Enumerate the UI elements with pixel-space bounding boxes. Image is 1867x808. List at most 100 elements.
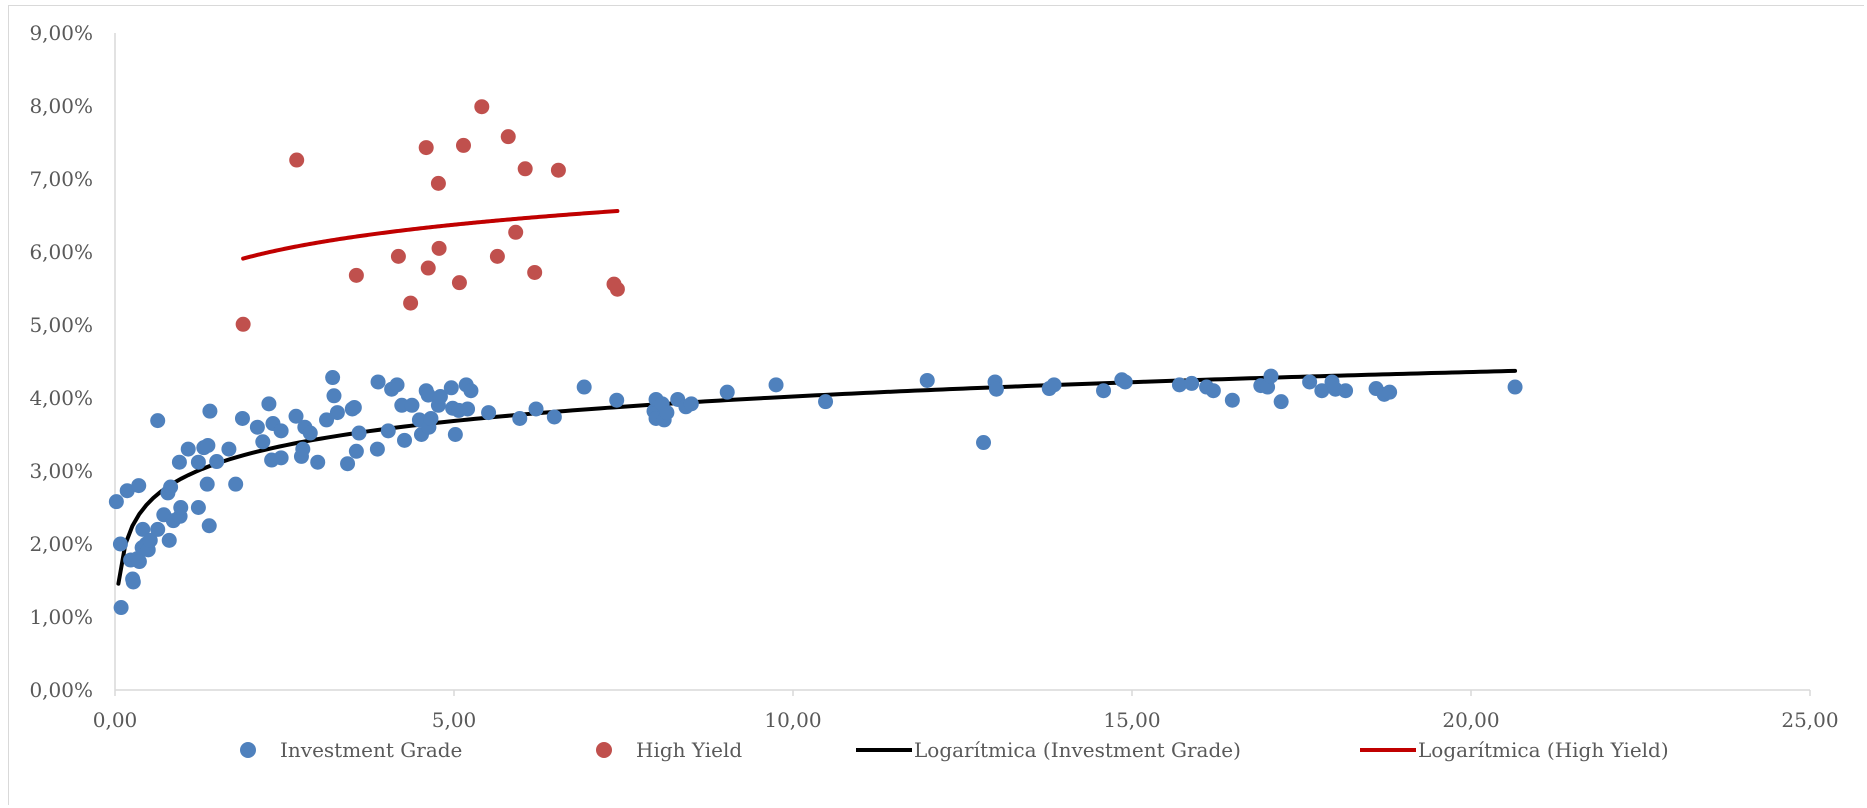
investment-grade-point xyxy=(131,554,147,570)
high-yield-point xyxy=(403,295,419,311)
investment-grade-point xyxy=(659,405,675,421)
high-yield-point xyxy=(451,275,467,291)
investment-grade-point xyxy=(976,435,992,451)
y-tick-label: 8,00% xyxy=(29,94,93,118)
high-yield-point xyxy=(517,161,533,177)
investment-grade-point xyxy=(119,483,135,499)
legend-marker xyxy=(240,742,256,758)
investment-grade-point xyxy=(199,476,215,492)
investment-grade-point xyxy=(380,423,396,439)
y-tick-label: 2,00% xyxy=(29,532,93,556)
investment-grade-point xyxy=(255,434,271,450)
investment-grade-point xyxy=(180,441,196,457)
investment-grade-point xyxy=(432,389,448,405)
high-yield-point xyxy=(348,267,364,283)
investment-grade-point xyxy=(173,500,189,515)
investment-grade-point xyxy=(150,521,166,537)
investment-grade-point xyxy=(135,521,151,537)
high-yield-point xyxy=(418,140,434,156)
investment-grade-point xyxy=(325,370,341,386)
investment-grade-point xyxy=(988,381,1004,397)
investment-grade-point xyxy=(919,372,935,388)
investment-grade-point xyxy=(108,494,124,510)
investment-grade-point xyxy=(447,427,463,442)
investment-grade-point xyxy=(369,441,385,457)
investment-grade-point xyxy=(1117,374,1133,390)
y-tick-label: 9,00% xyxy=(29,21,93,45)
investment-grade-point xyxy=(370,374,386,390)
high-yield-point xyxy=(390,248,406,264)
y-tick-label: 3,00% xyxy=(29,459,93,483)
x-tick-label: 15,00 xyxy=(1103,708,1160,732)
investment-grade-point xyxy=(202,403,218,419)
high-yield-point xyxy=(235,316,251,332)
investment-grade-point xyxy=(528,401,544,417)
investment-grade-point xyxy=(295,441,311,457)
investment-grade-point xyxy=(576,379,592,395)
high-yield-point xyxy=(609,281,625,297)
investment-grade-point xyxy=(1302,374,1318,390)
legend-label: High Yield xyxy=(636,738,742,762)
investment-grade-point xyxy=(190,500,206,515)
investment-grade-point xyxy=(1382,384,1398,400)
investment-grade-point xyxy=(340,456,356,472)
y-tick-label: 6,00% xyxy=(29,240,93,264)
investment-grade-point xyxy=(348,443,364,459)
investment-grade-point xyxy=(1205,383,1221,399)
axes: 0,00% 1,00% 2,00% 3,00% 4,00% 5,00% 6,00% 7,00%… xyxy=(29,21,1838,732)
investment-grade-point xyxy=(609,392,625,408)
trendline-series-1 xyxy=(116,368,1518,586)
investment-grade-point xyxy=(326,388,342,404)
investment-grade-point xyxy=(683,396,699,412)
y-tick-label: 1,00% xyxy=(29,605,93,629)
high-yield-point xyxy=(527,264,543,280)
high-yield-point xyxy=(289,152,305,168)
y-tick-label: 7,00% xyxy=(29,167,93,191)
investment-grade-point xyxy=(201,518,217,534)
investment-grade-point xyxy=(1263,368,1279,384)
investment-grade-point xyxy=(228,476,244,492)
investment-grade-point xyxy=(310,454,326,470)
investment-grade-point xyxy=(273,423,289,439)
x-tick-label: 5,00 xyxy=(432,708,477,732)
investment-grade-point xyxy=(481,405,497,421)
investment-grade-point xyxy=(125,571,141,587)
investment-grade-point xyxy=(420,387,436,403)
high-yield-point xyxy=(431,240,447,256)
investment-grade-point xyxy=(113,600,129,616)
investment-grade-point xyxy=(190,454,206,470)
investment-grade-point xyxy=(1273,394,1289,410)
investment-grade-point xyxy=(443,380,459,396)
y-tick-label: 0,00% xyxy=(29,678,93,702)
investment-grade-point xyxy=(546,409,562,425)
investment-grade-point xyxy=(150,413,166,429)
trendlines xyxy=(116,209,1518,586)
high-yield-point xyxy=(455,137,471,153)
high-yield-point xyxy=(430,175,446,191)
investment-grade-point xyxy=(1096,383,1112,399)
investment-grade-point xyxy=(234,410,250,426)
investment-grade-point xyxy=(163,479,179,495)
investment-grade-point xyxy=(389,377,405,393)
markers xyxy=(108,99,1523,616)
investment-grade-point xyxy=(397,432,413,448)
legend-label: Logarítmica (High Yield) xyxy=(1418,738,1669,762)
investment-grade-point xyxy=(209,454,225,470)
investment-grade-point xyxy=(460,401,476,417)
investment-grade-point xyxy=(719,384,735,400)
investment-grade-point xyxy=(1507,379,1523,395)
investment-grade-point xyxy=(261,396,277,412)
x-tick-label: 20,00 xyxy=(1442,708,1499,732)
high-yield-point xyxy=(489,248,505,264)
investment-grade-point xyxy=(1224,392,1240,408)
investment-grade-point xyxy=(423,410,439,426)
trendline-series-2 xyxy=(241,209,620,261)
investment-grade-point xyxy=(288,408,304,424)
legend-label: Investment Grade xyxy=(280,738,462,762)
chart-frame xyxy=(8,5,1864,805)
investment-grade-point xyxy=(1314,383,1330,399)
investment-grade-point xyxy=(200,437,216,453)
high-yield-point xyxy=(500,129,516,145)
investment-grade-point xyxy=(142,532,158,548)
investment-grade-point xyxy=(161,532,177,548)
